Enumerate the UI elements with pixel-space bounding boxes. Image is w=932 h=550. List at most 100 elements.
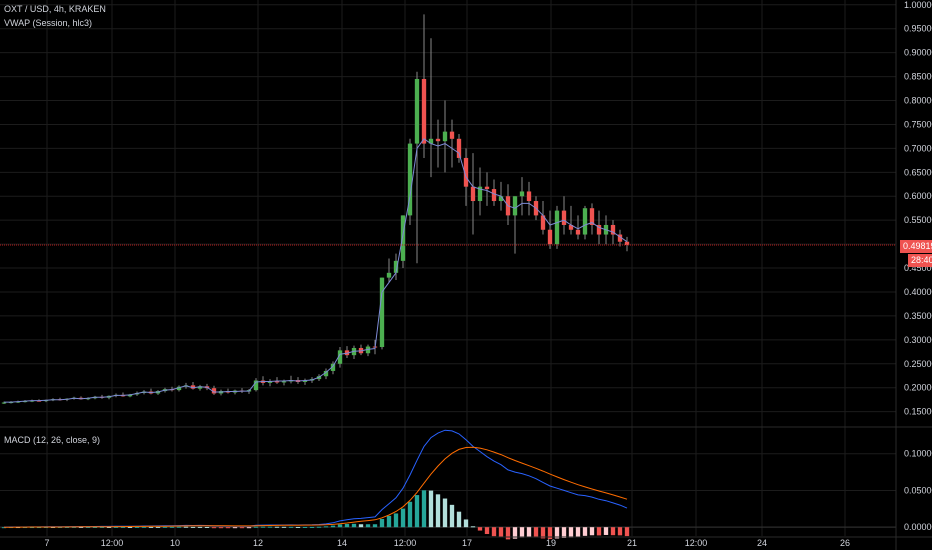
candle[interactable]: [337, 350, 343, 364]
vwap-indicator-label[interactable]: VWAP (Session, hlc3): [4, 18, 93, 28]
candle[interactable]: [547, 229, 553, 245]
candle[interactable]: [330, 363, 336, 371]
candle[interactable]: [463, 157, 469, 187]
macd-histogram-bar: [148, 526, 154, 528]
candle[interactable]: [540, 215, 546, 230]
macd-histogram-bar: [169, 526, 175, 528]
candle[interactable]: [435, 138, 441, 142]
macd-pane[interactable]: [0, 429, 896, 540]
candle[interactable]: [610, 224, 616, 235]
candle[interactable]: [414, 78, 420, 144]
candle[interactable]: [498, 196, 504, 202]
candle[interactable]: [176, 386, 182, 391]
macd-histogram-bar: [337, 524, 343, 528]
time-tick-label: 12: [253, 538, 263, 548]
macd-histogram-bar: [568, 527, 574, 538]
candle[interactable]: [582, 208, 588, 235]
candle[interactable]: [561, 210, 567, 225]
candle[interactable]: [302, 380, 308, 382]
macd-histogram-bar: [288, 526, 294, 528]
macd-histogram-bar: [442, 498, 448, 528]
macd-histogram-bar: [470, 526, 476, 528]
candle[interactable]: [1, 402, 7, 404]
macd-histogram-bar: [400, 508, 406, 528]
macd-histogram-bar: [281, 526, 287, 528]
candle[interactable]: [197, 386, 203, 389]
candle[interactable]: [211, 388, 217, 394]
candle[interactable]: [22, 401, 28, 403]
macd-histogram-bar: [78, 526, 84, 528]
macd-histogram-bar: [267, 526, 273, 528]
candle[interactable]: [491, 189, 497, 202]
time-tick-label: 10: [170, 538, 180, 548]
macd-histogram-bar: [29, 527, 35, 529]
candle[interactable]: [281, 381, 287, 383]
candle[interactable]: [253, 380, 259, 391]
macd-histogram-bar: [162, 526, 168, 528]
macd-indicator-label[interactable]: MACD (12, 26, close, 9): [4, 435, 101, 445]
candle[interactable]: [85, 398, 91, 400]
candle[interactable]: [596, 224, 602, 235]
candle[interactable]: [449, 131, 455, 139]
candle[interactable]: [484, 186, 490, 190]
macd-histogram-bar: [36, 527, 42, 529]
candle[interactable]: [456, 138, 462, 158]
macd-histogram-bar: [120, 526, 126, 528]
vwap-line[interactable]: [4, 138, 628, 403]
candle[interactable]: [29, 400, 35, 402]
candle[interactable]: [519, 191, 525, 197]
macd-histogram-bar: [477, 527, 483, 531]
macd-histogram-bar: [449, 504, 455, 528]
candle[interactable]: [36, 400, 42, 402]
candle[interactable]: [442, 131, 448, 142]
time-tick-label: 19: [546, 538, 556, 548]
macd-histogram-bar: [512, 527, 518, 539]
candle[interactable]: [575, 229, 581, 235]
signal-line[interactable]: [4, 446, 628, 528]
price-pane[interactable]: [0, 14, 896, 404]
macd-histogram-bar: [85, 526, 91, 528]
candle[interactable]: [407, 143, 413, 216]
candle[interactable]: [589, 208, 595, 225]
candle[interactable]: [554, 210, 560, 245]
bar-countdown-tag: 28:40: [908, 254, 932, 267]
candle[interactable]: [400, 215, 406, 261]
candle[interactable]: [512, 196, 518, 216]
macd-histogram-bar: [491, 527, 497, 537]
candle[interactable]: [386, 272, 392, 278]
macd-histogram-bar: [239, 527, 245, 529]
macd-histogram-bar: [211, 527, 217, 529]
candle[interactable]: [393, 260, 399, 273]
candle[interactable]: [421, 78, 427, 144]
macd-histogram-bar: [372, 524, 378, 528]
candle[interactable]: [624, 241, 630, 246]
macd-histogram-bar: [106, 526, 112, 528]
macd-histogram-bar: [505, 527, 511, 540]
candle[interactable]: [568, 224, 574, 230]
candle[interactable]: [470, 186, 476, 202]
candle[interactable]: [526, 191, 532, 202]
candle[interactable]: [379, 277, 385, 348]
candle[interactable]: [617, 234, 623, 242]
candle[interactable]: [323, 370, 329, 377]
macd-histogram-bar: [316, 526, 322, 528]
candle[interactable]: [428, 138, 434, 144]
macd-histogram-bar: [330, 525, 336, 528]
macd-histogram-bar: [407, 501, 413, 528]
candle[interactable]: [190, 385, 196, 389]
candle[interactable]: [477, 186, 483, 202]
candle[interactable]: [274, 381, 280, 383]
